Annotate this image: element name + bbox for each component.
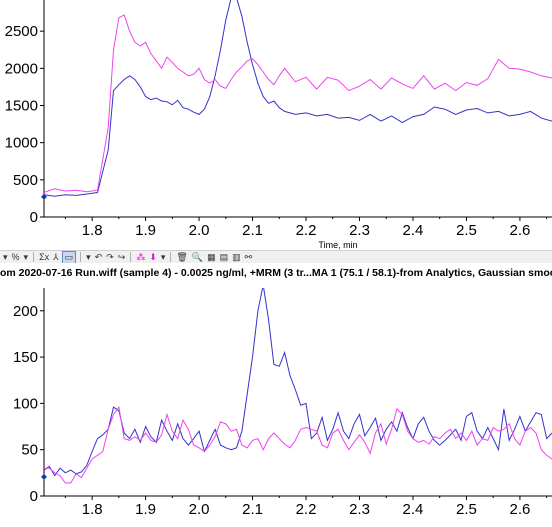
pink-trace-line (44, 14, 552, 193)
redo-icon[interactable]: ↷ (106, 251, 114, 262)
lower-pane-title: om 2020-07-16 Run.wiff (sample 4) - 0.00… (0, 267, 552, 279)
chevron-icon[interactable]: ▾ (86, 251, 91, 262)
peak-label-icon[interactable]: ⁂ (136, 251, 146, 262)
percent-icon[interactable]: % (11, 251, 20, 262)
x-tick-label: 2.4 (403, 222, 424, 239)
baseline-marker-icon[interactable] (41, 473, 47, 480)
x-axis-title: Time, min (318, 240, 357, 250)
x-tick-label: 2.0 (189, 501, 210, 518)
x-tick-label: 2.3 (349, 501, 370, 518)
y-tick-label: 500 (13, 172, 38, 189)
x-tick-label: 2.5 (456, 222, 477, 239)
x-tick-label: 2.5 (456, 501, 477, 518)
x-tick-label: 1.9 (135, 501, 156, 518)
blue-trace-line (44, 0, 552, 197)
y-tick-label: 0 (30, 488, 38, 505)
toolbar-separator (80, 252, 82, 262)
undo-icon[interactable]: ↶ (94, 251, 103, 262)
list-icon[interactable]: ▥ (232, 251, 241, 262)
toolbar-separator (130, 252, 132, 262)
chevron-icon[interactable]: ▾ (3, 251, 8, 262)
x-tick-label: 2.2 (296, 222, 317, 239)
toolbar-separator (33, 252, 35, 262)
y-tick-label: 50 (21, 442, 38, 459)
peak-icon[interactable]: ⅄ (53, 251, 59, 262)
x-tick-label: 2.6 (509, 222, 530, 239)
pink-trace-line (44, 405, 552, 484)
chevron-icon[interactable]: ▾ (160, 251, 166, 262)
grid-icon[interactable]: ▦ (207, 251, 216, 262)
x-tick-label: 2.2 (296, 501, 317, 518)
chromatogram-toolbar: ▾% ▾ Σx ⅄ ▭ ▾ ↶ ↷ ↪ ⁂ ⬇ ▾ 🗑 🔍 ▦ ▤ ▥ ⚯ (0, 250, 552, 263)
y-tick-label: 2500 (5, 23, 38, 40)
x-tick-label: 1.9 (135, 222, 156, 239)
toolbar-separator (170, 252, 172, 262)
x-tick-label: 1.8 (82, 501, 103, 518)
blue-trace-line (44, 284, 552, 477)
upper-chromatogram-chart[interactable]: 0 500 1000 1500 2000 2500 1.8 1.9 2.0 2.1 2.2 2.3 2.… (0, 0, 552, 250)
y-tick-label: 1000 (5, 135, 38, 152)
link-icon[interactable]: ⚯ (244, 251, 253, 262)
x-tick-label: 1.8 (82, 222, 103, 239)
y-tick-label: 2000 (5, 60, 38, 77)
baseline-marker-icon[interactable] (41, 193, 47, 200)
lower-chromatogram-pane[interactable]: 0 50 100 150 200 1.8 1.9 2.0 2.1 2.2 2.3 2.4 2.5 2.6 (0, 283, 552, 522)
x-tick-label: 2.3 (349, 222, 370, 239)
redo-all-icon[interactable]: ↪ (117, 251, 126, 262)
chevron-icon[interactable]: ▾ (23, 251, 29, 262)
y-tick-label: 0 (30, 209, 38, 226)
upper-chromatogram-pane[interactable]: 0 500 1000 1500 2000 2500 1.8 1.9 2.0 2.1 2.2 2.3 2.… (0, 0, 552, 250)
lower-chromatogram-chart[interactable]: 0 50 100 150 200 1.8 1.9 2.0 2.1 2.2 2.3 2.4 2.5 2.6 (0, 283, 552, 522)
y-tick-label: 1500 (5, 98, 38, 115)
marker-icon[interactable]: ⬇ (149, 251, 157, 262)
y-tick-label: 200 (13, 303, 38, 320)
x-tick-label: 2.1 (242, 501, 263, 518)
sigma-icon[interactable]: Σx (39, 251, 50, 262)
x-tick-label: 2.4 (403, 501, 424, 518)
delete-icon[interactable]: 🗑 (176, 251, 188, 262)
zoom-icon[interactable]: 🔍 (191, 251, 204, 262)
x-tick-label: 2.1 (242, 222, 263, 239)
x-tick-label: 2.6 (509, 501, 530, 518)
y-tick-label: 100 (13, 395, 38, 412)
y-tick-label: 150 (13, 349, 38, 366)
table-icon[interactable]: ▤ (219, 251, 229, 262)
x-tick-label: 2.0 (189, 222, 210, 239)
display-mode-icon[interactable]: ▭ (61, 251, 77, 263)
